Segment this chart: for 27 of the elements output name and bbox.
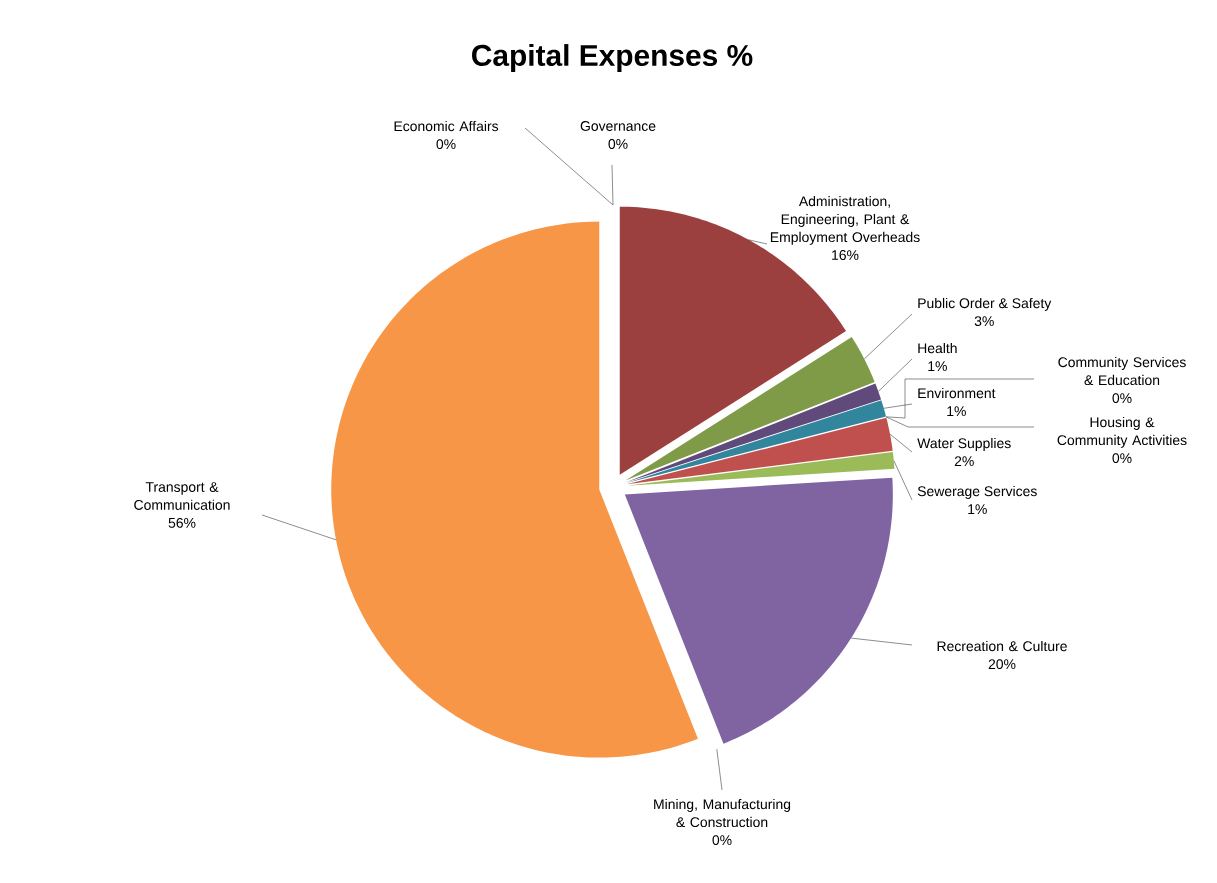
text: 0% xyxy=(608,139,628,149)
data-label: 20% xyxy=(988,659,1016,670)
data-label: 56% xyxy=(168,517,196,528)
slice-label: Public Order & Safety xyxy=(918,297,1052,311)
text: 0% xyxy=(1112,453,1132,464)
category-label: Housing & Community Activities xyxy=(1057,416,1187,448)
slice-label: Transport & Communication xyxy=(134,482,230,510)
text: 0% xyxy=(1112,393,1132,404)
data-label: 16% xyxy=(832,250,859,261)
slice-label: Water Supplies xyxy=(917,437,1011,451)
slice-label: Environment xyxy=(918,387,996,399)
slice-label: Health xyxy=(918,342,957,354)
chart-title: Capital Expenses % xyxy=(472,44,753,72)
data-label: 1% xyxy=(928,361,947,372)
data-label: 1% xyxy=(947,406,966,417)
slice-label: Administration, Engineering, Plant & Employment Overheads xyxy=(770,195,920,245)
text: 0% xyxy=(712,835,732,846)
category-label: Mining, Manufacturing & Construction xyxy=(654,798,791,828)
data-label: 2% xyxy=(954,456,974,467)
slice-label: Sewerage Services xyxy=(917,485,1037,499)
category-label: Economic Affairs xyxy=(394,120,499,132)
data-label: 3% xyxy=(974,316,994,327)
category-label: Governance xyxy=(580,121,656,131)
data-label: 1% xyxy=(968,504,987,515)
slice-label: Recreation & Culture xyxy=(937,640,1067,652)
text: 0% xyxy=(436,139,456,150)
category-label: Community Services & Education xyxy=(1058,356,1186,386)
